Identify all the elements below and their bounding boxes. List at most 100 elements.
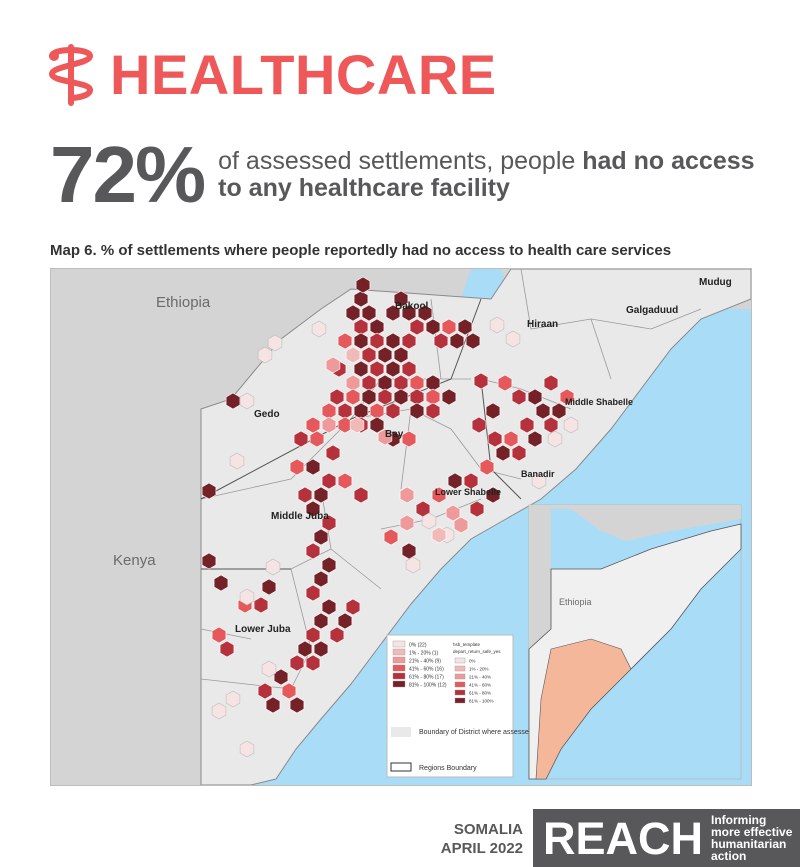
settlement-hexagon <box>337 332 353 350</box>
legend-class-label: 1% - 20% (1) <box>409 651 439 657</box>
settlement-hexagon <box>211 702 227 720</box>
settlement-hexagon <box>393 346 409 364</box>
settlement-hexagon <box>421 512 437 530</box>
settlement-hexagon <box>505 330 521 348</box>
settlement-hexagon <box>383 528 399 546</box>
settlement-hexagon <box>257 682 273 700</box>
region-label-bakool: Bakool <box>395 301 429 312</box>
settlement-hexagon <box>311 320 327 338</box>
settlement-hexagon <box>289 458 305 476</box>
page-title: HEALTHCARE <box>110 43 497 106</box>
footer-country: SOMALIA <box>453 821 523 838</box>
settlement-hexagon <box>563 416 579 434</box>
country-label-ethiopia: Ethiopia <box>156 294 211 311</box>
legend-hex-classes: 0% (22) 1% - 20% (1) 21% - 40% (9) 41% - 60… <box>392 640 447 689</box>
settlement-hexagon <box>329 626 345 644</box>
settlement-hexagon <box>361 388 377 406</box>
settlement-hexagon <box>201 552 217 570</box>
legend-district-label-text: Boundary of District where assessed sett… <box>419 729 607 736</box>
legend-layer-label: 1% - 20% <box>469 667 489 672</box>
settlement-hexagon <box>267 334 283 352</box>
map-frame: Ethiopia Kenya Bakool Hiraan Galgaduud M… <box>50 268 752 786</box>
legend-class-swatch <box>392 664 406 672</box>
settlement-hexagon <box>405 556 421 574</box>
settlement-hexagon <box>409 402 425 420</box>
settlement-hexagon <box>393 388 409 406</box>
settlement-hexagon <box>261 660 277 678</box>
stat-value: 72% <box>50 130 206 219</box>
legend-layer-title-1: hsb_template <box>453 642 481 647</box>
legend-region-label: Regions Boundary <box>419 765 477 772</box>
settlement-hexagon <box>527 430 543 448</box>
region-label-middle-juba: Middle Juba <box>271 511 329 522</box>
settlement-hexagon <box>503 430 519 448</box>
settlement-hexagon <box>325 356 341 374</box>
settlement-hexagon <box>527 388 543 406</box>
settlement-hexagon <box>305 654 321 672</box>
settlement-hexagon <box>473 372 489 390</box>
settlement-hexagon <box>401 332 417 350</box>
settlement-hexagon <box>337 472 353 490</box>
settlement-hexagon <box>485 486 501 504</box>
reach-tagline-2: more effective <box>711 825 793 839</box>
settlement-hexagon <box>265 696 281 714</box>
settlement-hexagon <box>281 682 297 700</box>
region-label-middle-shabelle: Middle Shabelle <box>565 397 633 407</box>
settlement-hexagon <box>345 304 361 322</box>
settlement-hexagon <box>385 332 401 350</box>
map-legend: 0% (22) 1% - 20% (1) 21% - 40% (9) 41% - 60… <box>386 634 607 778</box>
settlement-hexagon <box>321 472 337 490</box>
settlement-hexagon <box>471 416 487 434</box>
settlement-hexagon <box>239 392 255 410</box>
region-label-lower-shabelle: Lower Shabelle <box>435 487 501 497</box>
settlement-hexagon <box>531 472 547 490</box>
settlement-hexagon <box>321 416 337 434</box>
middle-shabelle-line: Middle Shabelle <box>565 397 633 407</box>
reach-tagline-1: Informing <box>711 813 767 827</box>
settlement-hexagon <box>489 316 505 334</box>
legend-class-label: 21% - 40% (9) <box>409 659 441 665</box>
settlement-hexagon <box>487 430 503 448</box>
settlement-hexagon <box>265 558 281 576</box>
settlement-hexagon <box>305 542 321 560</box>
inset-country-label: Ethiopia <box>559 597 592 607</box>
map-svg: Ethiopia Kenya Bakool Hiraan Galgaduud M… <box>51 269 751 785</box>
legend-class-label: 81% - 100% (12) <box>409 683 447 689</box>
settlement-hexagon <box>385 304 401 322</box>
settlement-hexagon <box>305 458 321 476</box>
legend-class-label: 41% - 60% (16) <box>409 667 444 673</box>
settlement-hexagon <box>211 626 227 644</box>
settlement-hexagon <box>385 360 401 378</box>
settlement-hexagon <box>353 360 369 378</box>
settlement-hexagon <box>495 444 511 462</box>
settlement-hexagon <box>305 500 321 518</box>
settlement-hexagon <box>551 402 567 420</box>
legend-class-swatch <box>392 680 406 688</box>
settlement-hexagon <box>219 640 235 658</box>
reach-brand: REACH <box>543 812 704 864</box>
settlement-hexagon <box>547 430 563 448</box>
settlement-hexagon <box>297 640 313 658</box>
settlement-hexagon <box>353 486 369 504</box>
settlement-hexagon <box>433 332 449 350</box>
region-label-hiraan: Hiraan <box>527 319 558 330</box>
country-label-kenya: Kenya <box>113 552 156 569</box>
legend-layer-label: 61% - 80% <box>469 691 491 696</box>
settlement-hexagon <box>399 486 415 504</box>
settlement-hexagon <box>229 452 245 470</box>
settlement-hexagon <box>441 318 457 336</box>
legend-layer-swatch <box>454 673 466 680</box>
settlement-hexagon <box>325 444 341 462</box>
legend-layer-swatch <box>454 697 466 704</box>
settlement-hexagon <box>431 486 447 504</box>
settlement-hexagon <box>353 290 369 308</box>
legend-layer-swatch <box>454 657 466 664</box>
settlement-hexagon <box>313 486 329 504</box>
settlement-hexagon <box>293 430 309 448</box>
reach-tagline-3: humanitarian action <box>711 837 787 863</box>
inset-map: Ethiopia <box>528 504 742 780</box>
settlement-hexagon <box>289 696 305 714</box>
settlement-hexagon <box>431 526 447 544</box>
settlement-hexagon <box>401 360 417 378</box>
page-header: HEALTHCARE <box>46 40 497 110</box>
